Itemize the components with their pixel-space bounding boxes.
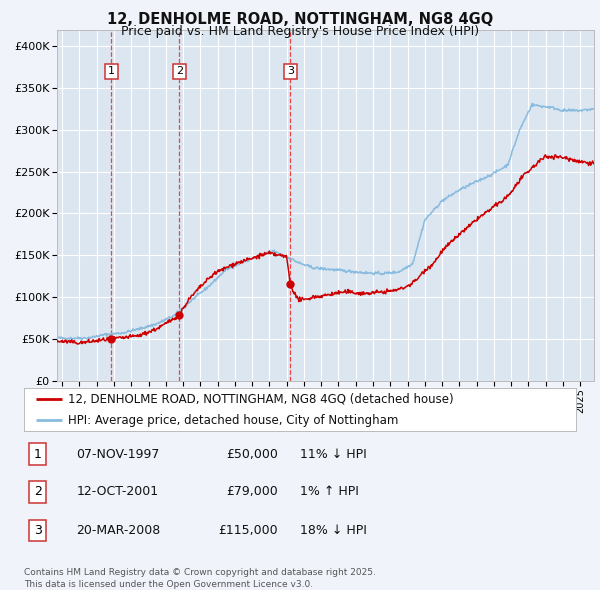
Text: 1% ↑ HPI: 1% ↑ HPI	[300, 485, 359, 498]
Text: 07-NOV-1997: 07-NOV-1997	[76, 448, 160, 461]
Text: 12, DENHOLME ROAD, NOTTINGHAM, NG8 4GQ (detached house): 12, DENHOLME ROAD, NOTTINGHAM, NG8 4GQ (…	[68, 392, 454, 405]
Text: 2: 2	[176, 66, 183, 76]
Text: HPI: Average price, detached house, City of Nottingham: HPI: Average price, detached house, City…	[68, 414, 398, 427]
Text: 3: 3	[287, 66, 294, 76]
Text: 2: 2	[34, 485, 42, 498]
Text: 1: 1	[108, 66, 115, 76]
Text: 20-MAR-2008: 20-MAR-2008	[76, 524, 161, 537]
Text: 3: 3	[34, 524, 42, 537]
Text: 12-OCT-2001: 12-OCT-2001	[76, 485, 158, 498]
Text: £115,000: £115,000	[218, 524, 278, 537]
Text: 18% ↓ HPI: 18% ↓ HPI	[300, 524, 367, 537]
Text: 11% ↓ HPI: 11% ↓ HPI	[300, 448, 367, 461]
Text: 1: 1	[34, 448, 42, 461]
Text: £50,000: £50,000	[226, 448, 278, 461]
Text: 12, DENHOLME ROAD, NOTTINGHAM, NG8 4GQ: 12, DENHOLME ROAD, NOTTINGHAM, NG8 4GQ	[107, 12, 493, 27]
Text: £79,000: £79,000	[226, 485, 278, 498]
Text: Price paid vs. HM Land Registry's House Price Index (HPI): Price paid vs. HM Land Registry's House …	[121, 25, 479, 38]
Text: Contains HM Land Registry data © Crown copyright and database right 2025.
This d: Contains HM Land Registry data © Crown c…	[24, 568, 376, 589]
